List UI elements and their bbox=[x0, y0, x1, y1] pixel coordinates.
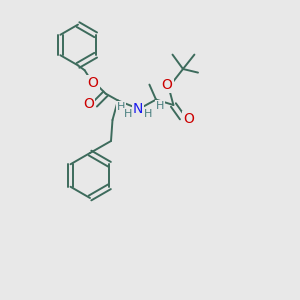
Text: H: H bbox=[117, 102, 125, 112]
Text: O: O bbox=[184, 112, 194, 126]
Text: H: H bbox=[143, 109, 152, 119]
Text: O: O bbox=[162, 78, 172, 92]
Text: O: O bbox=[88, 76, 98, 90]
Text: H: H bbox=[124, 109, 133, 119]
Text: N: N bbox=[133, 102, 143, 116]
Text: H: H bbox=[155, 101, 164, 111]
Text: O: O bbox=[83, 98, 94, 111]
